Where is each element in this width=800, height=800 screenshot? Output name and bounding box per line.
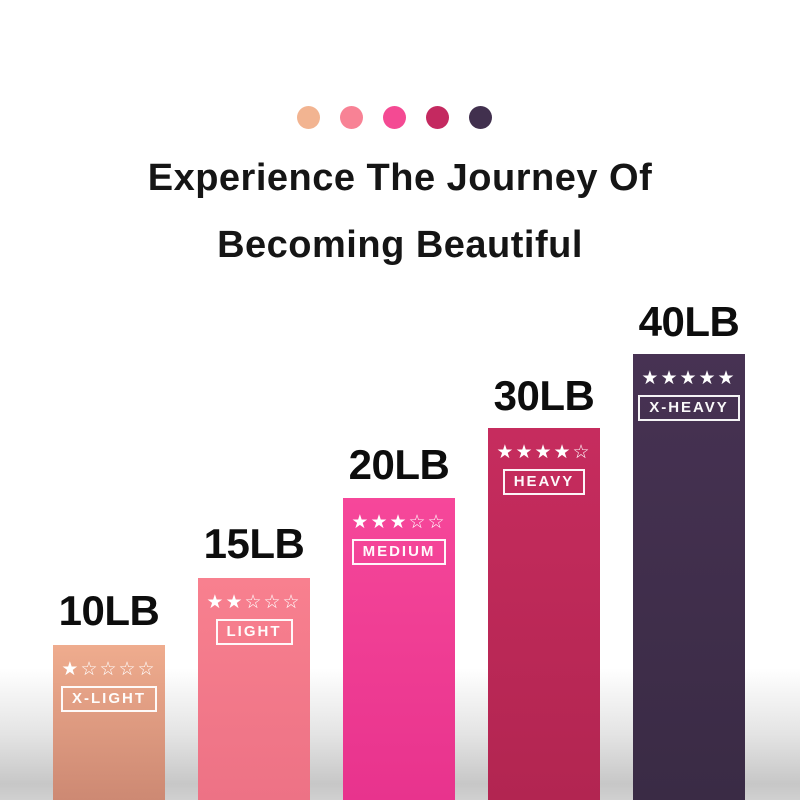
color-palette-dots: [297, 106, 492, 129]
bar-weight-label-15lb: 15LB: [203, 520, 305, 567]
palette-dot-heavy: [426, 106, 449, 129]
star-rating-icon: ★★★☆☆: [351, 512, 447, 533]
title-line-1: Experience The Journey Of: [147, 157, 653, 199]
level-badge: X-LIGHT: [61, 686, 157, 712]
level-badge: HEAVY: [502, 469, 586, 495]
palette-dot-medium: [383, 106, 406, 129]
bar-20lb: ★★★☆☆ MEDIUM: [343, 498, 455, 800]
bar-weight-label-40lb: 40LB: [638, 298, 740, 345]
bar-15lb: ★★☆☆☆ LIGHT: [198, 578, 310, 800]
bar-weight-label-20lb: 20LB: [348, 441, 450, 488]
title-line-2: Becoming Beautiful: [217, 224, 583, 266]
star-rating-icon: ★★★★★: [641, 368, 737, 389]
palette-dot-x-light: [297, 106, 320, 129]
level-badge: X-HEAVY: [638, 395, 740, 421]
star-rating-icon: ★★★★☆: [496, 442, 592, 463]
bar-30lb: ★★★★☆ HEAVY: [488, 428, 600, 800]
palette-dot-x-heavy: [469, 106, 492, 129]
bar-10lb: ★☆☆☆☆ X-LIGHT: [53, 645, 165, 800]
bar-weight-label-30lb: 30LB: [493, 372, 595, 419]
page-title: Experience The Journey Of Becoming Beaut…: [0, 145, 800, 279]
bar-40lb: ★★★★★ X-HEAVY: [633, 354, 745, 800]
star-rating-icon: ★★☆☆☆: [206, 592, 302, 613]
palette-dot-light: [340, 106, 363, 129]
level-badge: LIGHT: [215, 619, 293, 645]
level-badge: MEDIUM: [351, 539, 447, 565]
bar-weight-label-10lb: 10LB: [58, 587, 160, 634]
star-rating-icon: ★☆☆☆☆: [61, 659, 157, 680]
